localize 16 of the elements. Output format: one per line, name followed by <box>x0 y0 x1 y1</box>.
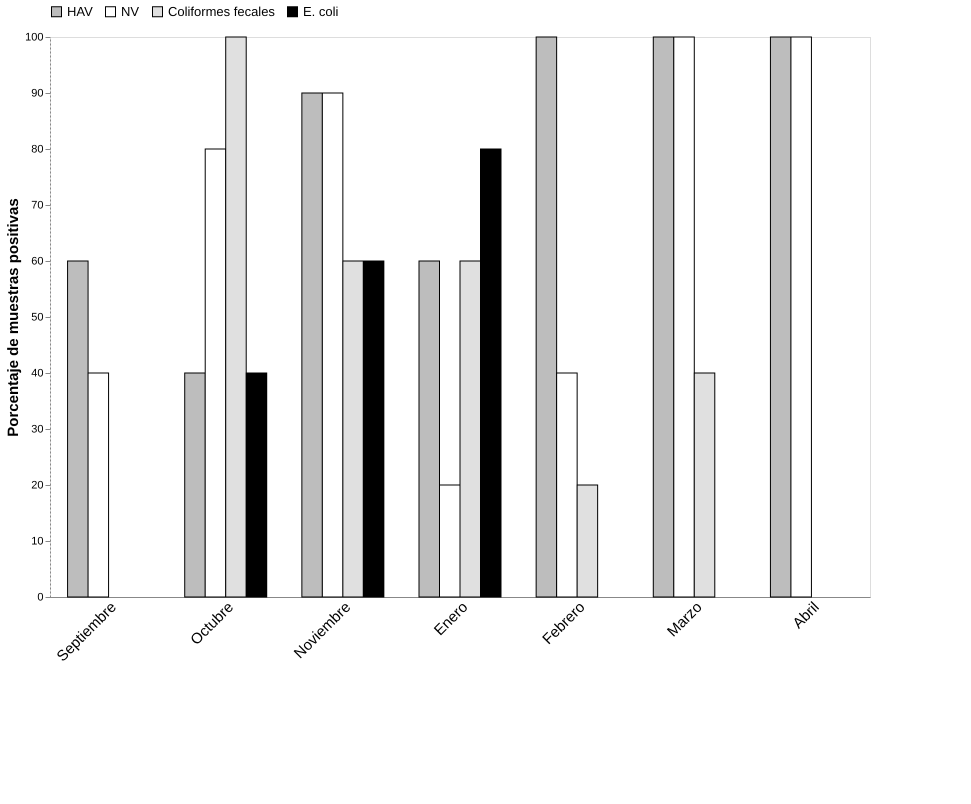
y-tick-label: 50 <box>31 312 44 324</box>
y-tick-label: 0 <box>37 592 44 604</box>
y-tick-label: 60 <box>31 256 44 268</box>
y-tick-label: 70 <box>31 200 44 212</box>
y-axis-title: Porcentaje de muestras positivas <box>5 198 22 437</box>
legend-label: HAV <box>67 4 94 19</box>
legend-label: NV <box>121 4 140 19</box>
y-tick-label: 40 <box>31 368 44 380</box>
y-tick-label: 30 <box>31 424 44 436</box>
y-tick-label: 80 <box>31 144 44 156</box>
y-tick-label: 10 <box>31 536 44 548</box>
y-tick-label: 100 <box>25 32 44 44</box>
legend-label: E. coli <box>303 4 339 19</box>
y-tick-label: 90 <box>31 88 44 100</box>
y-tick-label: 20 <box>31 480 44 492</box>
legend-label: Coliformes fecales <box>168 4 276 19</box>
